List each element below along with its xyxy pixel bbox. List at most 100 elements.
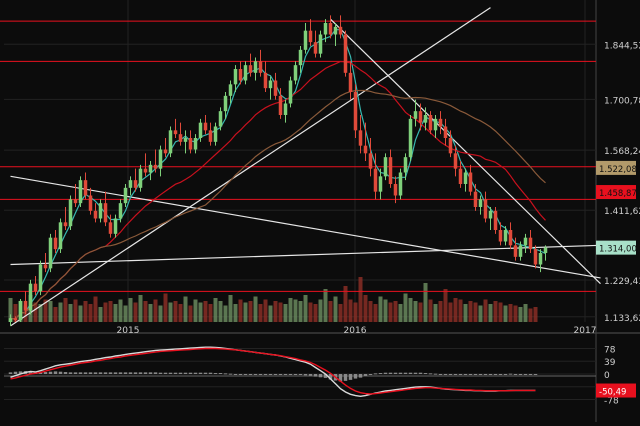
osc-histogram-bar [123, 372, 128, 374]
osc-histogram-bar [13, 371, 18, 374]
volume-bar [428, 299, 433, 322]
osc-histogram-bar [308, 374, 313, 376]
volume-bar [138, 295, 143, 322]
volume-bar [98, 307, 103, 322]
osc-histogram-bar [438, 374, 443, 375]
volume-bar [173, 301, 178, 322]
volume-bar [198, 302, 203, 322]
candle-body [328, 23, 333, 35]
candle-body [243, 65, 248, 81]
osc-histogram-bar [453, 374, 458, 375]
volume-bar [348, 299, 353, 322]
osc-histogram-bar [48, 371, 53, 374]
volume-bar [438, 301, 443, 322]
osc-histogram-bar [78, 372, 83, 374]
candle-body [193, 138, 198, 150]
osc-histogram-bar [343, 374, 348, 381]
volume-bar [413, 301, 418, 322]
volume-bar [263, 299, 268, 322]
osc-histogram-bar [43, 372, 48, 374]
osc-histogram-bar [178, 372, 183, 374]
candle-body [198, 122, 203, 138]
candle-body [308, 30, 313, 43]
osc-histogram-bar [498, 374, 503, 375]
osc-histogram-bar [303, 374, 308, 376]
volume-bar [33, 302, 38, 322]
volume-bar [73, 299, 78, 322]
candle-body [293, 65, 298, 81]
osc-histogram-bar [203, 372, 208, 374]
volume-bar [323, 289, 328, 322]
volume-bar [518, 307, 523, 322]
osc-histogram-bar [28, 371, 33, 374]
volume-bar [473, 302, 478, 322]
osc-histogram-bar [338, 374, 343, 382]
osc-histogram-bar [293, 374, 298, 375]
osc-histogram-bar [458, 374, 463, 375]
price-badge-label: 1.458,87 [599, 189, 637, 199]
volume-bar [308, 302, 313, 322]
volume-bar [293, 299, 298, 322]
osc-histogram-bar [198, 372, 203, 374]
price-badge-label: 1.522,08 [599, 165, 637, 175]
osc-histogram-bar [323, 374, 328, 378]
osc-histogram-bar [373, 373, 378, 375]
osc-histogram-bar [283, 374, 288, 375]
candle-body [143, 168, 148, 173]
candle-body [183, 138, 188, 142]
candle-body [528, 237, 533, 250]
candle-body [133, 180, 138, 188]
osc-histogram-bar [18, 371, 23, 374]
osc-histogram-bar [73, 372, 78, 374]
osc-histogram-bar [133, 372, 138, 374]
candle-body [518, 245, 523, 257]
y-tick-label: 1.411,62 [604, 207, 640, 217]
volume-bar [273, 301, 278, 322]
y-tick-label: 1.133,62 [604, 314, 640, 324]
candle-body [123, 187, 128, 204]
volume-bar [278, 302, 283, 322]
osc-histogram-bar [528, 374, 533, 375]
volume-bar [458, 299, 463, 322]
candle-body [373, 168, 378, 192]
price-badge-label: 1.314,000 [599, 245, 640, 255]
osc-histogram-bar [473, 374, 478, 375]
osc-histogram-bar [183, 372, 188, 374]
candle-body [263, 72, 268, 89]
osc-histogram-bar [443, 374, 448, 375]
x-tick-label: 2016 [344, 326, 367, 336]
volume-bar [388, 302, 393, 322]
candle-body [228, 84, 233, 96]
volume-bar [123, 305, 128, 322]
candle-body [223, 95, 228, 112]
candle-body [148, 164, 153, 173]
volume-bar [448, 302, 453, 322]
osc-histogram-bar [263, 374, 268, 375]
osc-histogram-bar [93, 372, 98, 374]
osc-histogram-bar [358, 374, 363, 378]
candle-body [153, 164, 158, 169]
candle-body [363, 145, 368, 154]
volume-bar [463, 304, 468, 322]
candle-body [368, 153, 373, 169]
volume-bar [383, 299, 388, 322]
osc-histogram-bar [478, 374, 483, 375]
osc-histogram-bar [523, 374, 528, 375]
candle-body [418, 111, 423, 123]
candle-body [53, 237, 58, 250]
volume-bar [83, 301, 88, 322]
volume-bar [253, 296, 258, 322]
osc-y-tick-label: -78 [604, 397, 619, 407]
candle-body [33, 283, 38, 292]
candle-body [203, 122, 208, 131]
osc-histogram-bar [318, 374, 323, 378]
osc-histogram-bar [83, 372, 88, 374]
volume-bar [283, 304, 288, 322]
osc-histogram-bar [408, 372, 413, 374]
osc-histogram-bar [493, 374, 498, 375]
osc-histogram-bar [348, 374, 353, 380]
volume-bar [118, 299, 123, 322]
candle-body [383, 157, 388, 177]
volume-bar [248, 301, 253, 322]
